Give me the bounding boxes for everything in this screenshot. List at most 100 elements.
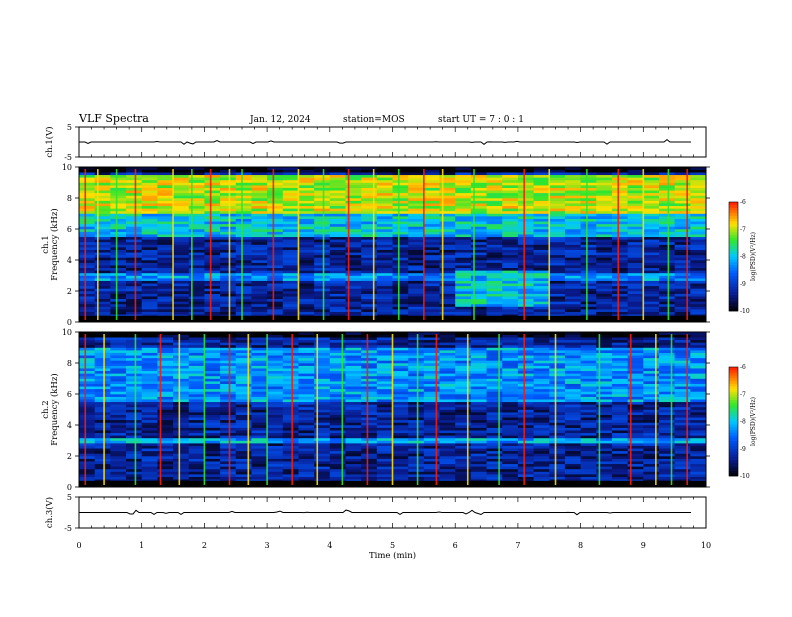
spectrogram-cell bbox=[142, 172, 158, 175]
spectrogram-cell bbox=[596, 175, 612, 178]
spectrogram-cell bbox=[455, 245, 471, 248]
spectrogram-cell bbox=[487, 312, 503, 315]
spectrogram-cell bbox=[110, 415, 126, 418]
spectrogram-cell bbox=[534, 301, 550, 304]
spectrogram-cell bbox=[330, 263, 346, 266]
spectrogram-cell bbox=[110, 443, 126, 446]
spectrogram-cell bbox=[565, 255, 581, 258]
spectrogram-cell bbox=[142, 299, 158, 302]
spectrogram-cell bbox=[518, 412, 534, 415]
spectrogram-cell bbox=[643, 451, 659, 454]
spectrogram-cell bbox=[377, 252, 393, 255]
spectrogram-cell bbox=[157, 242, 173, 245]
spectrogram-cell bbox=[675, 242, 691, 245]
spectrogram-cell bbox=[393, 474, 409, 477]
spectrogram-cell bbox=[330, 438, 346, 441]
spectrogram-cell bbox=[518, 366, 534, 369]
spectrogram-cell bbox=[173, 257, 189, 260]
spectrogram-cell bbox=[142, 477, 158, 480]
spectrogram-cell bbox=[361, 469, 377, 472]
spectrogram-cell bbox=[204, 345, 220, 348]
spectrogram-cell bbox=[377, 353, 393, 356]
spectrogram-cell bbox=[675, 301, 691, 304]
spectrogram-cell bbox=[220, 278, 236, 281]
spectrogram-cell bbox=[565, 386, 581, 389]
spectrogram-cell bbox=[581, 466, 597, 469]
spectrogram-cell bbox=[298, 438, 314, 441]
spectrogram-cell bbox=[189, 391, 205, 394]
spectrogram-cell bbox=[565, 278, 581, 281]
spectrogram-cell bbox=[236, 214, 252, 217]
spectrogram-cell bbox=[251, 304, 267, 307]
spectrogram-cell bbox=[173, 183, 189, 186]
spectrogram-cell bbox=[440, 407, 456, 410]
spectrogram-cell bbox=[455, 288, 471, 291]
spectrogram-cell bbox=[330, 177, 346, 180]
spectrogram-cell bbox=[565, 224, 581, 227]
spectrogram-cell bbox=[330, 226, 346, 229]
spectrogram-cell bbox=[690, 391, 706, 394]
spectrogram-cell bbox=[330, 190, 346, 193]
spectrogram-cell bbox=[330, 201, 346, 204]
spectrogram-cell bbox=[471, 394, 487, 397]
spectrogram-cell bbox=[408, 239, 424, 242]
spectrogram-cell bbox=[408, 415, 424, 418]
spectrogram-cell bbox=[659, 265, 675, 268]
spectrogram-cell bbox=[251, 422, 267, 425]
spectrogram-cell bbox=[502, 307, 518, 310]
spectrogram-cell bbox=[455, 175, 471, 178]
spectrogram-cell bbox=[142, 221, 158, 224]
spectrogram-cell bbox=[690, 257, 706, 260]
spectrogram-cell bbox=[659, 464, 675, 467]
spectrogram-cell bbox=[377, 335, 393, 338]
spectrogram-cell bbox=[393, 291, 409, 294]
spectrogram-cell bbox=[189, 366, 205, 369]
spectrogram-cell bbox=[330, 404, 346, 407]
spectrogram-cell bbox=[126, 252, 142, 255]
spectrogram-cell bbox=[95, 469, 111, 472]
spectrogram-cell bbox=[675, 446, 691, 449]
spectrogram-cell bbox=[283, 402, 299, 405]
spectrogram-cell bbox=[565, 175, 581, 178]
spectrogram-cell bbox=[612, 219, 628, 222]
spectrogram-cell bbox=[534, 247, 550, 250]
spectrogram-cell bbox=[549, 247, 565, 250]
spectrogram-cell bbox=[424, 376, 440, 379]
spectrogram-cell bbox=[487, 309, 503, 312]
spectrogram-cell bbox=[408, 394, 424, 397]
spectrogram-cell bbox=[95, 366, 111, 369]
spectrogram-cell bbox=[424, 391, 440, 394]
spectrogram-cell bbox=[643, 309, 659, 312]
spectrogram-cell bbox=[628, 296, 644, 299]
spectrogram-cell bbox=[596, 252, 612, 255]
spectrogram-cell bbox=[142, 464, 158, 467]
spectrogram-cell bbox=[408, 472, 424, 475]
spectrogram-cell bbox=[675, 203, 691, 206]
spectrogram-cell bbox=[110, 255, 126, 258]
spectrogram-cell bbox=[361, 270, 377, 273]
spectrogram-cell bbox=[330, 371, 346, 374]
spectrogram-cell bbox=[345, 371, 361, 374]
spectrogram-cell bbox=[643, 425, 659, 428]
spectrogram-cell bbox=[487, 453, 503, 456]
spectrogram-cell bbox=[361, 366, 377, 369]
spectrogram-cell bbox=[659, 435, 675, 438]
spectrogram-cell bbox=[251, 355, 267, 358]
spectrogram-cell bbox=[361, 422, 377, 425]
spectrogram-cell bbox=[393, 360, 409, 363]
spectrogram-cell bbox=[330, 366, 346, 369]
spectrogram-cell bbox=[204, 355, 220, 358]
spectrogram-cell bbox=[549, 389, 565, 392]
spectrogram-cell bbox=[204, 407, 220, 410]
spectrogram-cell bbox=[236, 172, 252, 175]
spectrogram-cell bbox=[518, 180, 534, 183]
spectrogram-cell bbox=[377, 278, 393, 281]
spectrogram-cell bbox=[236, 355, 252, 358]
spectrogram-cell bbox=[126, 229, 142, 232]
spectrogram-cell bbox=[79, 456, 95, 459]
spectrogram-cell bbox=[502, 394, 518, 397]
spectrogram-cell bbox=[393, 376, 409, 379]
spectrogram-cell bbox=[471, 340, 487, 343]
spectrogram-cell bbox=[675, 263, 691, 266]
spectrogram-cell bbox=[126, 245, 142, 248]
